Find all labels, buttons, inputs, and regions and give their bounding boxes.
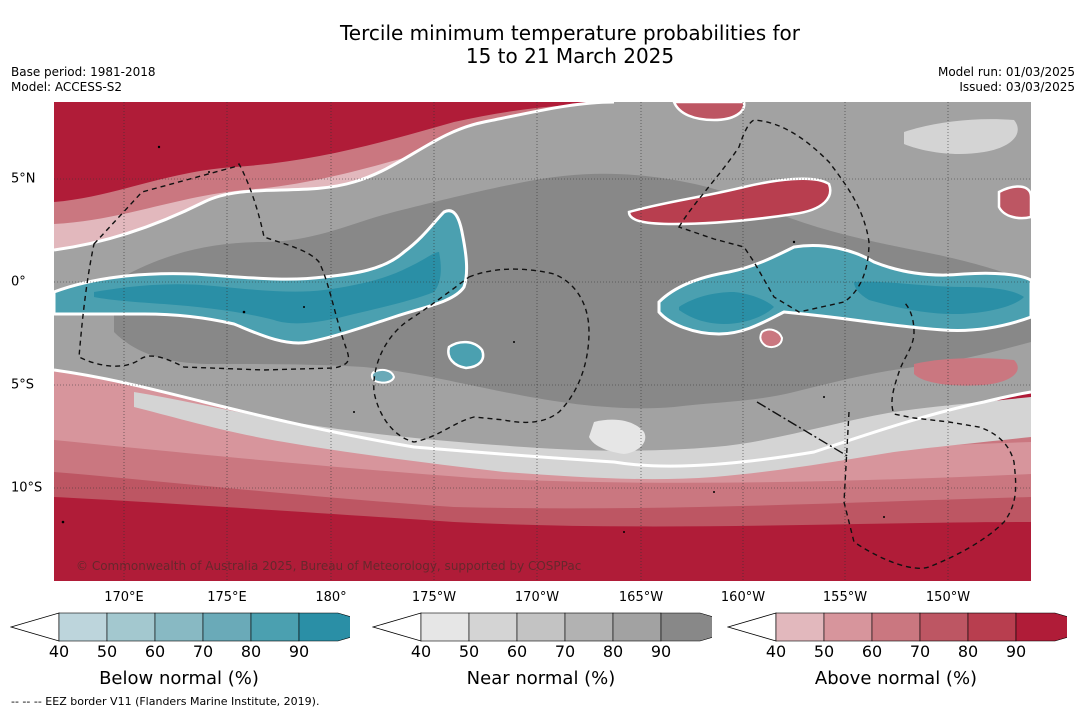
near-normal-80 [114,173,1031,409]
colorbar-segment [660,612,712,642]
colorbar-extend-low [372,612,422,642]
title-line-2: 15 to 21 March 2025 [465,44,675,68]
eez-footnote: -- -- -- EEZ border V11 (Flanders Marine… [11,695,320,708]
colorbar-segment [106,612,156,642]
above-patch-top-center [672,102,746,122]
colorbar-above-normal [727,612,1067,642]
longitude-label: 160°W [720,590,766,605]
above-patch-east-north [627,177,832,226]
colorbar-segment [154,612,204,642]
longitude-label: 150°W [925,590,971,605]
latitude-label: 5°N [11,171,36,187]
colorbar-tick-label: 40 [48,642,70,661]
colorbar-label-near: Near normal (%) [466,668,616,689]
colorbar-tick-label: 60 [144,642,166,661]
colorbar-segment [823,612,873,642]
colorbar-tick-label: 60 [861,642,883,661]
longitude-label: 155°W [822,590,868,605]
latitude-label: 0° [11,274,26,290]
colorbar-tick-label: 80 [602,642,624,661]
below-normal-core-west [94,252,441,324]
base-period: Base period: 1981-2018 [11,65,156,79]
longitude-label: 165°W [618,590,664,605]
tercile-boundary-north [54,102,615,252]
colorbar-tick-label: 40 [410,642,432,661]
below-normal-core-east [679,281,1024,324]
colorbar-segment [775,612,825,642]
above-patch-southeast [914,358,1018,386]
model-name: Model: ACCESS-S2 [11,80,123,94]
longitude-label: 170°E [104,590,144,605]
colorbar-segment [919,612,969,642]
near-normal-light-south [134,392,1031,480]
longitude-label: 180° [315,590,347,605]
colorbar-tick-label: 90 [288,642,310,661]
issued-date: Issued: 03/03/2025 [959,80,1075,94]
colorbar-label-above: Above normal (%) [814,668,978,689]
near-normal-light-patch [589,419,646,454]
below-normal-dot [370,368,396,384]
tercile-boundary-south [54,368,1031,468]
above-patch-small [759,328,784,348]
colorbar-extend-low [10,612,60,642]
longitude-label: 175°W [411,590,457,605]
colorbar-tick-label: 80 [240,642,262,661]
colorbar-tick-label: 90 [650,642,672,661]
meta-right: Model run: 01/03/2025 Issued: 03/03/2025 [938,65,1075,95]
latitude-label: 5°S [11,377,35,393]
copyright-notice: © Commonwealth of Australia 2025, Bureau… [76,559,582,573]
colorbar-segment [1015,612,1067,642]
colorbar-segment [612,612,662,642]
eez-borders [78,119,1017,569]
colorbar-segment [564,612,614,642]
colorbar-below-normal [10,612,350,642]
colorbar-segment [298,612,350,642]
colorbar-label-below: Below normal (%) [99,668,259,689]
colorbar-extend-low [727,612,777,642]
title-line-1: Tercile minimum temperature probabilitie… [339,21,801,45]
meta-left: Base period: 1981-2018 Model: ACCESS-S2 [11,65,156,95]
colorbar-tick-label: 40 [765,642,787,661]
colorbar-segment [420,612,470,642]
below-normal-blob [447,340,485,370]
probability-map[interactable] [54,102,1031,581]
colorbar-tick-label: 80 [957,642,979,661]
latitude-label: 10°S [11,480,43,496]
colorbar-segment [58,612,108,642]
colorbar-segment [516,612,566,642]
colorbar-segment [202,612,252,642]
near-normal-light-north [904,119,1018,155]
colorbar-tick-label: 70 [192,642,214,661]
colorbar-tick-label: 60 [506,642,528,661]
colorbar-tick-label: 70 [554,642,576,661]
colorbar-segment [967,612,1017,642]
graticule [54,102,1031,581]
colorbar-segment [468,612,518,642]
colorbar-tick-label: 70 [909,642,931,661]
colorbar-tick-label: 90 [1005,642,1027,661]
island-markers [61,145,885,533]
colorbar-segment [871,612,921,642]
chart-title: Tercile minimum temperature probabilitie… [0,22,1085,68]
colorbar-tick-label: 50 [96,642,118,661]
above-patch-far-east [997,185,1031,220]
colorbar-tick-label: 50 [458,642,480,661]
colorbar-segment [250,612,300,642]
longitude-label: 170°W [514,590,560,605]
longitude-label: 175°E [207,590,247,605]
model-run: Model run: 01/03/2025 [937,65,1075,79]
colorbar-near-normal [372,612,712,642]
colorbar-tick-label: 50 [813,642,835,661]
